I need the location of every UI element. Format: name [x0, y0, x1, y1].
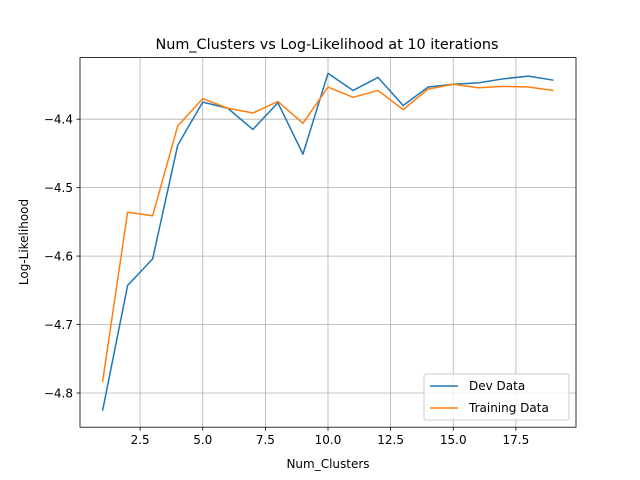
- chart-title: Num_Clusters vs Log-Likelihood at 10 ite…: [155, 37, 498, 53]
- y-tick-label: −4.4: [44, 113, 73, 127]
- legend-label-dev-data: Dev Data: [469, 379, 525, 393]
- x-axis-label: Num_Clusters: [286, 457, 369, 471]
- x-axis-ticks: 2.5 5.0 7.5 10.0 12.5 15.0 17.5: [131, 427, 530, 447]
- x-tick-label: 7.5: [256, 433, 275, 447]
- x-tick-label: 15.0: [440, 433, 467, 447]
- x-tick-label: 2.5: [131, 433, 150, 447]
- x-tick-label: 5.0: [193, 433, 212, 447]
- y-tick-label: −4.5: [44, 181, 73, 195]
- legend: Dev Data Training Data: [423, 373, 570, 421]
- series-line-training-data: [101, 83, 554, 383]
- x-tick-label: 10.0: [315, 433, 342, 447]
- y-tick-label: −4.8: [44, 386, 73, 400]
- y-axis-label: Log-Likelihood: [17, 199, 31, 285]
- legend-label-training-data: Training Data: [468, 401, 549, 415]
- series-line-dev-data: [101, 72, 554, 411]
- y-axis-ticks: −4.8 −4.7 −4.6 −4.5 −4.4: [44, 113, 80, 400]
- y-tick-label: −4.6: [44, 249, 73, 263]
- series-lines: [101, 72, 554, 411]
- x-tick-label: 17.5: [503, 433, 530, 447]
- grid-lines: [80, 57, 576, 428]
- y-tick-label: −4.7: [44, 318, 73, 332]
- x-tick-label: 12.5: [377, 433, 404, 447]
- legend-box: [423, 373, 570, 421]
